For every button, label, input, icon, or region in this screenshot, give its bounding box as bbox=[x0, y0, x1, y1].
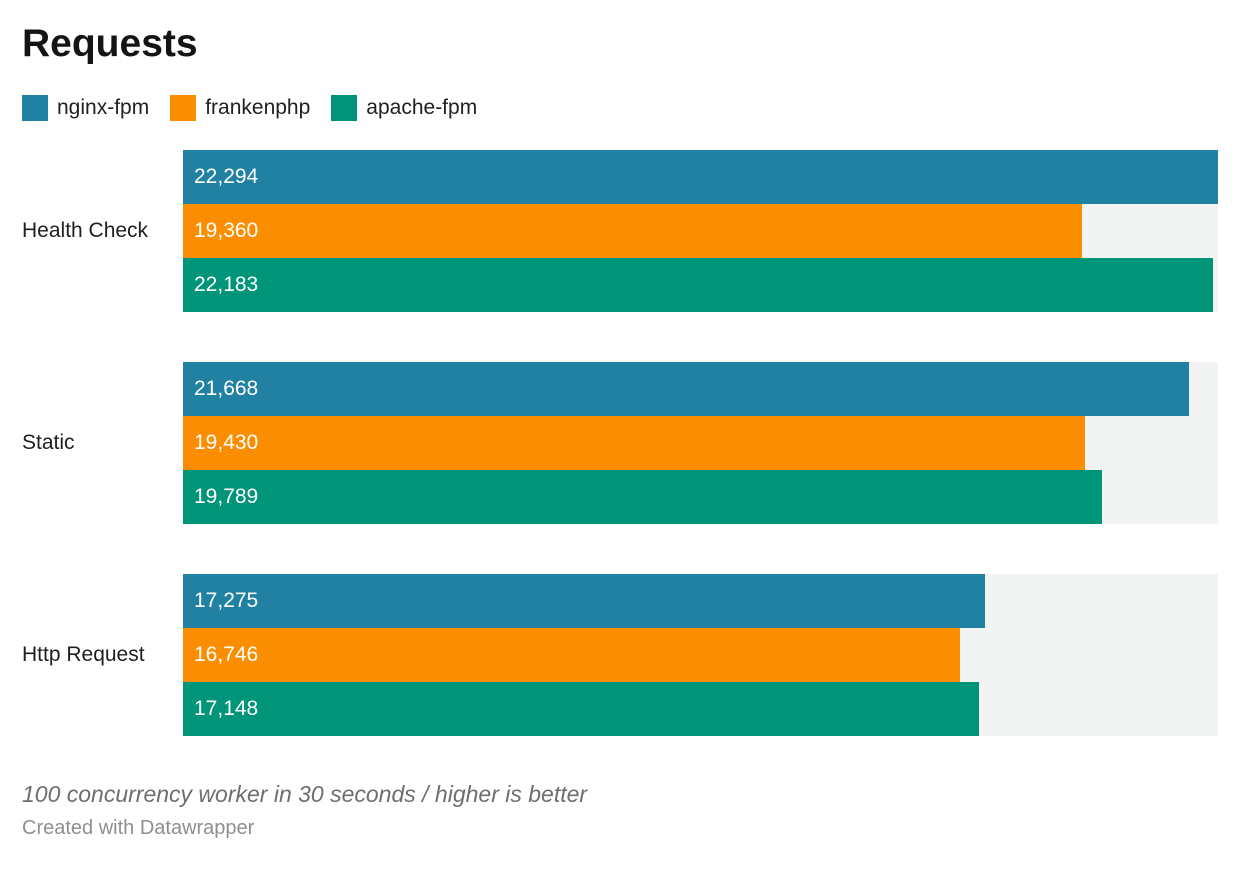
bar-value-label: 21,668 bbox=[194, 377, 259, 400]
bar-track: 22,294 19,360 22,183 bbox=[183, 150, 1218, 312]
chart-attribution: Created with Datawrapper bbox=[22, 817, 255, 839]
bar-value-label: 19,430 bbox=[194, 431, 259, 454]
bar-nginx-fpm: 22,294 bbox=[183, 150, 1218, 204]
chart-card: Requests nginx-fpm frankenphp apache-fpm… bbox=[0, 22, 1240, 840]
chart-group-static: Static 21,668 19,430 19,789 bbox=[22, 362, 1218, 524]
bar-frankenphp: 19,360 bbox=[183, 204, 1082, 258]
legend-label: nginx-fpm bbox=[57, 96, 150, 119]
legend-label: frankenphp bbox=[205, 96, 311, 119]
legend-item-frankenphp: frankenphp bbox=[170, 95, 310, 121]
bar-value-label: 22,183 bbox=[194, 273, 259, 296]
bar-chart: Health Check 22,294 19,360 22,183 Static… bbox=[22, 150, 1218, 736]
bar-value-label: 17,148 bbox=[194, 697, 259, 720]
chart-group-http-request: Http Request 17,275 16,746 17,148 bbox=[22, 574, 1218, 736]
legend: nginx-fpm frankenphp apache-fpm bbox=[22, 95, 1218, 121]
bar-frankenphp: 19,430 bbox=[183, 416, 1086, 470]
bar-apache-fpm: 17,148 bbox=[183, 682, 980, 736]
legend-label: apache-fpm bbox=[366, 96, 478, 119]
legend-item-apache-fpm: apache-fpm bbox=[331, 95, 477, 121]
bar-value-label: 19,789 bbox=[194, 485, 259, 508]
category-label: Http Request bbox=[22, 643, 145, 667]
bar-value-label: 16,746 bbox=[194, 643, 259, 666]
bar-apache-fpm: 19,789 bbox=[183, 470, 1102, 524]
bar-value-label: 19,360 bbox=[194, 219, 259, 242]
category-label: Static bbox=[22, 431, 75, 455]
chart-group-health-check: Health Check 22,294 19,360 22,183 bbox=[22, 150, 1218, 312]
bar-apache-fpm: 22,183 bbox=[183, 258, 1213, 312]
bar-nginx-fpm: 21,668 bbox=[183, 362, 1189, 416]
legend-swatch-apache-fpm bbox=[331, 95, 358, 121]
bar-track: 17,275 16,746 17,148 bbox=[183, 574, 1218, 736]
page-title: Requests bbox=[22, 22, 198, 65]
bar-value-label: 22,294 bbox=[194, 165, 259, 188]
bar-track: 21,668 19,430 19,789 bbox=[183, 362, 1218, 524]
legend-item-nginx-fpm: nginx-fpm bbox=[22, 95, 149, 121]
category-label: Health Check bbox=[22, 219, 149, 243]
bar-nginx-fpm: 17,275 bbox=[183, 574, 985, 628]
bar-value-label: 17,275 bbox=[194, 589, 259, 612]
bar-frankenphp: 16,746 bbox=[183, 628, 961, 682]
legend-swatch-frankenphp bbox=[170, 95, 197, 121]
chart-note: 100 concurrency worker in 30 seconds / h… bbox=[22, 781, 588, 807]
legend-swatch-nginx-fpm bbox=[22, 95, 48, 121]
